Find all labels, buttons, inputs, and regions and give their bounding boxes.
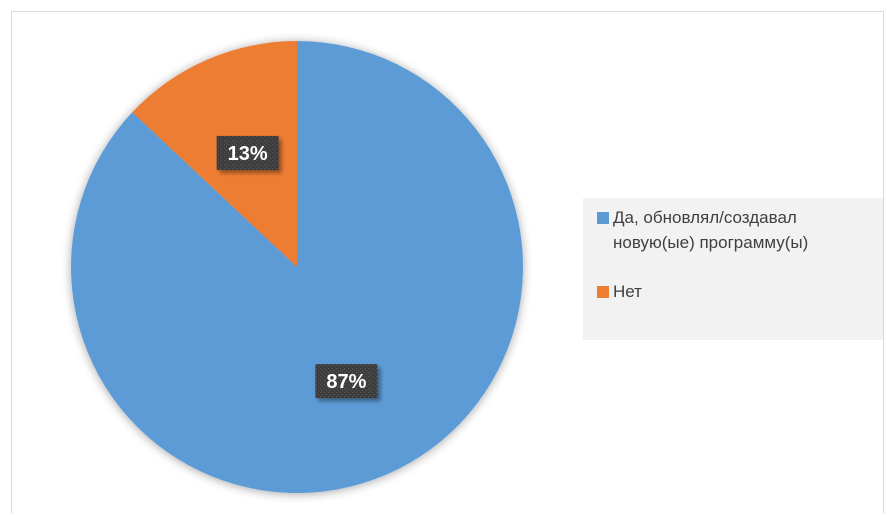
pie-slice-no (132, 41, 297, 267)
legend-label-yes: Да, обновлял/создавал новую(ые) программ… (613, 208, 809, 252)
legend-item-no: Нет (597, 279, 883, 304)
legend-swatch-yes (597, 212, 609, 224)
pie-data-labels: 87% 13% (216, 135, 378, 399)
legend-swatch-no (597, 286, 609, 298)
data-label-yes: 87% (315, 364, 378, 399)
data-label-no: 13% (216, 135, 279, 170)
svg-text:13%: 13% (228, 143, 268, 165)
svg-text:87%: 87% (326, 371, 366, 393)
legend-item-yes: Да, обновлял/создавал новую(ые) программ… (597, 205, 883, 255)
legend: Да, обновлял/создавал новую(ые) программ… (583, 198, 883, 340)
pie-slices (70, 41, 524, 493)
legend-label-no: Нет (613, 282, 642, 301)
